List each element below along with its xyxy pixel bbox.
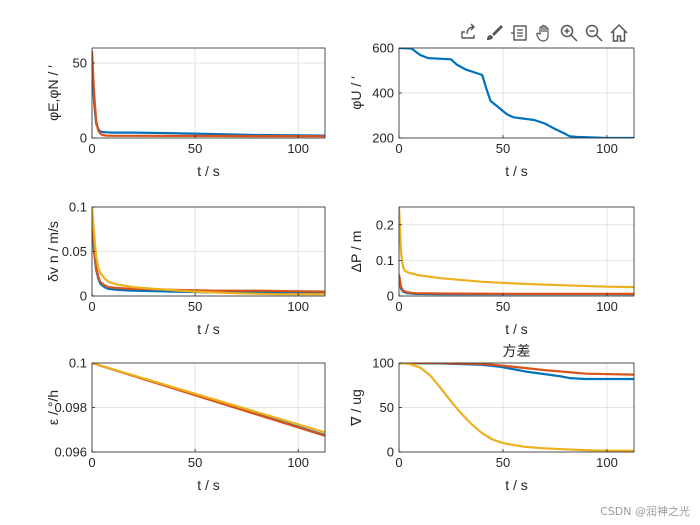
y-tick-label: 200 (372, 131, 394, 146)
plot-area (92, 48, 325, 138)
y-tick-label: 0.098 (54, 400, 87, 415)
pan-hand-icon (536, 24, 549, 42)
series-group (399, 363, 634, 452)
y-axis-label: ∇ / ug (348, 389, 364, 427)
axes-box (91, 47, 326, 139)
x-axis-label: t / s (505, 321, 528, 337)
x-tick-label: 0 (88, 141, 95, 156)
x-tick-label: 0 (395, 141, 402, 156)
series-line-ΔPN (399, 274, 634, 295)
watermark: CSDN @润神之光 (600, 505, 690, 518)
x-tick-label: 50 (496, 455, 510, 470)
chart-attitude-u: 0 50 100 200 400 600 t / s φU / ′ (348, 41, 635, 179)
x-axis-label: t / s (197, 163, 220, 179)
x-axis-label: t / s (505, 163, 528, 179)
x-tick-label: 0 (88, 299, 95, 314)
x-tick-label: 50 (188, 455, 202, 470)
series-line-φU (399, 48, 634, 138)
x-tick-label: 0 (395, 299, 402, 314)
y-axis-label: φU / ′ (348, 76, 364, 110)
series-line-ΔPU (399, 207, 634, 289)
zoom-out-button[interactable] (583, 22, 605, 44)
y-axis-label: ε / °/h (45, 390, 61, 425)
chart-attitude-en: 0 50 100 0 50 t / s φE,φN / ′ (45, 47, 326, 179)
x-axis-label: t / s (197, 477, 220, 493)
y-tick-label: 50 (380, 400, 394, 415)
chart-gyro-drift: 0 50 100 0.096 0.098 0.1 t / s ε / °/h (45, 356, 326, 493)
x-tick-label: 100 (287, 455, 309, 470)
x-tick-label: 100 (596, 299, 618, 314)
series-line-φN (92, 50, 325, 138)
series-line-δvN (92, 215, 325, 293)
x-tick-label: 100 (287, 141, 309, 156)
y-tick-label: 0.1 (376, 253, 394, 268)
series-line-∇z (399, 363, 634, 452)
series-line-δvU (92, 207, 325, 296)
y-tick-label: 0 (387, 445, 394, 460)
series-line-εz (92, 363, 325, 434)
brush-button[interactable] (483, 22, 505, 44)
x-tick-label: 50 (188, 299, 202, 314)
plot-area (399, 207, 634, 296)
series-group (92, 50, 325, 138)
y-tick-label: 0 (387, 289, 394, 304)
x-axis-label: t / s (505, 477, 528, 493)
x-tick-label: 100 (596, 141, 618, 156)
figure-toolbar (458, 22, 630, 44)
x-tick-label: 0 (88, 455, 95, 470)
y-tick-label: 0 (80, 289, 87, 304)
y-tick-label: 0.2 (376, 217, 394, 232)
y-axis-label: φE,φN / ′ (45, 65, 61, 121)
chart-position-error: 0 50 100 0 0.1 0.2 t / s ΔP / m (348, 206, 635, 337)
axes-box (398, 206, 635, 297)
zoom-out-icon (585, 24, 603, 42)
x-tick-label: 50 (188, 141, 202, 156)
y-tick-label: 50 (73, 56, 87, 71)
series-group (92, 207, 325, 296)
brush-icon (487, 25, 503, 40)
datatip-button[interactable] (508, 22, 530, 44)
chart-velocity-error: 0 50 100 0 0.05 0.1 t / s δv n / m/s (45, 200, 326, 337)
chart-title: 方差 (503, 344, 531, 360)
y-tick-label: 0.096 (54, 445, 87, 460)
zoom-in-icon (560, 24, 578, 42)
y-axis-label: ΔP / m (348, 231, 364, 273)
y-tick-label: 0.1 (69, 200, 87, 215)
y-tick-label: 0.05 (62, 244, 87, 259)
y-tick-label: 0 (80, 131, 87, 146)
y-tick-label: 400 (372, 86, 394, 101)
x-tick-label: 0 (395, 455, 402, 470)
export-button[interactable] (458, 22, 480, 44)
y-axis-label: δv n / m/s (45, 221, 61, 282)
zoom-in-button[interactable] (558, 22, 580, 44)
series-line-∇y (399, 363, 634, 376)
series-group (92, 363, 325, 437)
x-axis-label: t / s (197, 321, 220, 337)
pan-button[interactable] (533, 22, 555, 44)
y-tick-label: 0.1 (69, 356, 87, 371)
chart-accel-bias: 0 50 100 0 50 100 t / s ∇ / ug 方差 (348, 344, 635, 493)
export-icon (461, 23, 475, 39)
series-group (399, 207, 634, 296)
x-tick-label: 50 (496, 299, 510, 314)
x-tick-label: 100 (596, 455, 618, 470)
x-tick-label: 100 (287, 299, 309, 314)
y-tick-label: 600 (372, 41, 394, 56)
y-tick-label: 100 (372, 356, 394, 371)
datatip-icon (511, 25, 527, 41)
home-icon (610, 23, 628, 42)
series-group (399, 48, 634, 138)
home-button[interactable] (608, 22, 630, 44)
x-tick-label: 50 (496, 141, 510, 156)
